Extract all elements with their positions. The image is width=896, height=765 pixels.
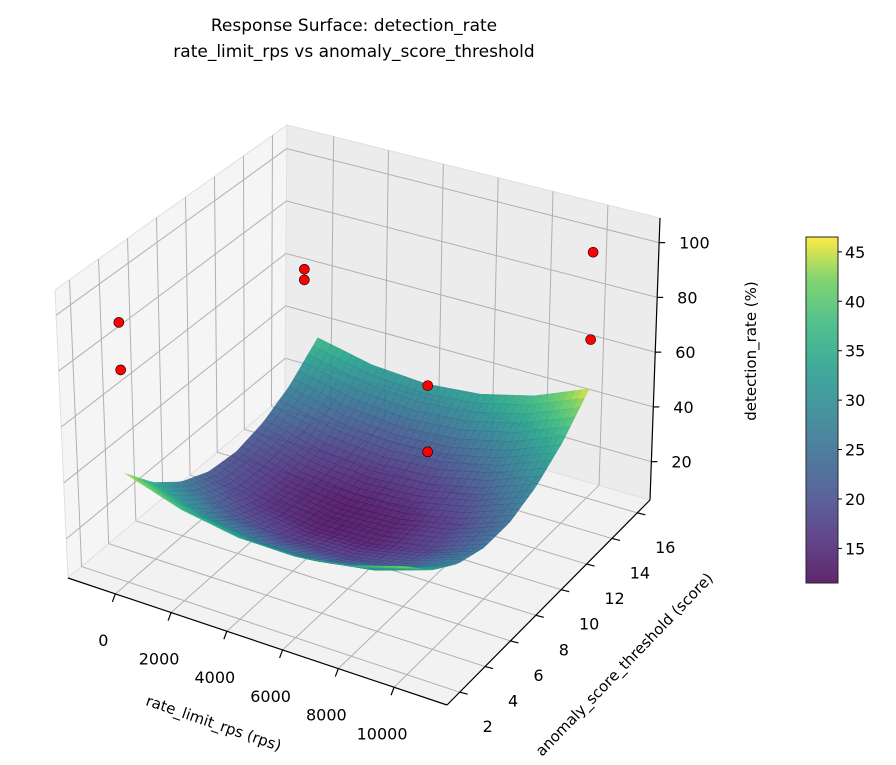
colorbar-tick-label: 25 bbox=[845, 441, 865, 460]
data-point bbox=[115, 364, 126, 376]
data-point bbox=[299, 263, 310, 275]
grid-line-z bbox=[285, 305, 654, 408]
z-axis-label: detection_rate (%) bbox=[742, 281, 761, 421]
grid-line-x bbox=[393, 484, 600, 688]
grid-line-y bbox=[127, 238, 137, 521]
y-tick-label: 2 bbox=[483, 717, 493, 736]
z-tick-label: 80 bbox=[677, 288, 697, 307]
data-point bbox=[587, 246, 599, 258]
colorbar-tick-label: 15 bbox=[845, 539, 865, 558]
z-tick-label: 100 bbox=[679, 234, 710, 253]
colorbar-tick-label: 40 bbox=[845, 292, 865, 311]
y-axis-label: anomaly_score_threshold (score) bbox=[532, 569, 718, 760]
chart-subtitle: rate_limit_rps vs anomaly_score_threshol… bbox=[173, 42, 534, 62]
y-tick-label: 14 bbox=[630, 563, 650, 582]
y-tick-label: 10 bbox=[579, 615, 599, 634]
x-tick-mark bbox=[223, 631, 228, 640]
x-tick-mark bbox=[111, 593, 116, 603]
y-axis-line bbox=[446, 499, 651, 706]
axis-lines bbox=[67, 217, 666, 706]
z-tick-label: 40 bbox=[673, 398, 693, 417]
data-point bbox=[113, 317, 125, 328]
grid-line-y bbox=[135, 520, 511, 642]
grid-line-y bbox=[81, 566, 460, 693]
grid-line-z bbox=[65, 357, 286, 540]
y-tick-mark bbox=[535, 614, 544, 618]
z-tick-label: 20 bbox=[671, 453, 691, 472]
grid-line-y bbox=[243, 155, 245, 430]
y-tick-mark bbox=[561, 589, 570, 593]
y-tick-mark bbox=[459, 691, 468, 695]
x-tick-mark bbox=[167, 612, 172, 621]
observed-points bbox=[113, 246, 599, 458]
colorbar-tick-label: 20 bbox=[845, 490, 865, 509]
grid-line-y bbox=[108, 543, 486, 668]
grid-line-y bbox=[185, 197, 191, 476]
x-axis-line bbox=[67, 577, 448, 706]
y-tick-mark bbox=[510, 640, 519, 644]
data-point bbox=[422, 446, 433, 458]
grid-line-z bbox=[286, 200, 658, 298]
grid-line-z bbox=[58, 200, 287, 372]
response-surface bbox=[124, 337, 590, 571]
x-tick-mark bbox=[334, 668, 339, 677]
colorbar-tick-label: 45 bbox=[845, 243, 865, 262]
grid-line-z bbox=[63, 305, 286, 484]
grid-line-y bbox=[98, 259, 110, 544]
grid-line-y bbox=[214, 176, 218, 453]
data-point bbox=[585, 334, 596, 345]
data-point bbox=[299, 274, 310, 286]
y-tick-label: 12 bbox=[604, 589, 624, 608]
x-tick-label: 8000 bbox=[306, 706, 347, 725]
grid-line-z bbox=[55, 148, 288, 316]
y-tick-mark bbox=[484, 665, 494, 670]
x-tick-label: 6000 bbox=[250, 687, 291, 706]
grid-line-z bbox=[286, 148, 660, 244]
x-tick-label: 2000 bbox=[139, 650, 180, 669]
colorbar bbox=[805, 236, 839, 584]
y-tick-label: 6 bbox=[533, 666, 543, 685]
x-tick-mark bbox=[390, 687, 395, 696]
y-tick-label: 8 bbox=[559, 640, 569, 659]
x-tick-label: 0 bbox=[98, 631, 108, 650]
x-tick-label: 10000 bbox=[357, 724, 408, 743]
z-axis-line bbox=[649, 217, 661, 501]
y-tick-label: 4 bbox=[508, 692, 518, 711]
z-tick-label: 60 bbox=[675, 343, 695, 362]
surface-facet bbox=[397, 566, 410, 568]
grid-line-y bbox=[156, 217, 164, 498]
x-tick-label: 4000 bbox=[194, 668, 235, 687]
y-tick-label: 16 bbox=[655, 538, 675, 557]
y-tick-mark bbox=[586, 563, 595, 567]
data-point bbox=[422, 380, 434, 391]
grid-line-y bbox=[270, 135, 273, 407]
grid-line-y bbox=[69, 279, 83, 567]
colorbar-tick-label: 30 bbox=[845, 391, 865, 410]
y-tick-mark bbox=[611, 537, 621, 542]
x-tick-mark bbox=[279, 649, 284, 659]
y-tick-mark bbox=[637, 512, 646, 516]
grid-line-z bbox=[60, 253, 287, 428]
chart-title: Response Surface: detection_rate bbox=[211, 16, 497, 36]
grid-line-x bbox=[598, 204, 609, 486]
colorbar-ticks: 15 20 25 30 35 40 45 bbox=[838, 243, 865, 558]
colorbar-tick-label: 35 bbox=[845, 342, 865, 361]
